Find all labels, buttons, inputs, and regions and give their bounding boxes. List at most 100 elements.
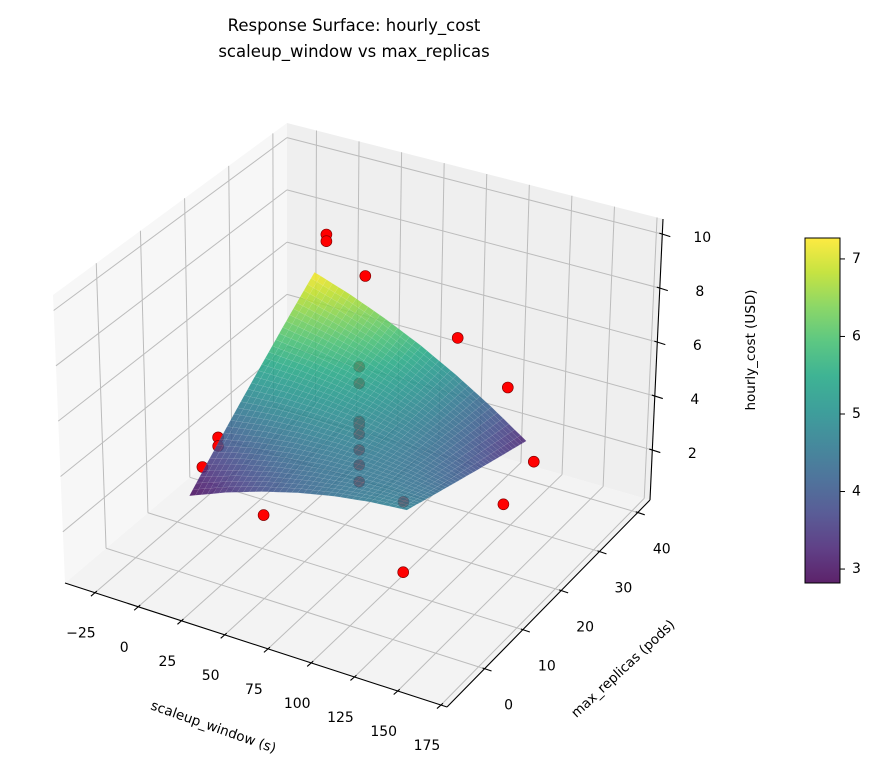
x-tick-label: 150 [370, 724, 397, 740]
x-axis-label: scaleup_window (s) [149, 698, 279, 757]
gridline-z-back [286, 189, 660, 289]
gridline-y-floor [105, 547, 485, 670]
y-tick-label: 0 [504, 698, 513, 714]
x-tick-mark [220, 632, 228, 639]
x-tick-mark [263, 646, 271, 653]
x-tick-label: 125 [327, 710, 354, 726]
x-tick-label: 50 [202, 668, 220, 684]
gridline-z-back [286, 241, 658, 343]
data-point [359, 270, 372, 282]
z-tick-mark [656, 286, 668, 292]
gridline-y-floor [189, 476, 562, 592]
x-tick-mark [177, 618, 184, 625]
data-point [397, 566, 410, 579]
y-tick-mark [558, 589, 569, 594]
x-tick-mark [133, 604, 141, 611]
gridline-y-left [95, 263, 107, 549]
x-tick-mark [306, 660, 314, 667]
x-tick-label: 25 [159, 654, 177, 670]
left-pane [53, 123, 287, 583]
z-tick-label: 2 [688, 446, 697, 462]
surface-patch [413, 498, 424, 503]
gridline-x-back [643, 217, 658, 499]
y-tick-mark [635, 511, 645, 516]
colorbar-gradient [805, 238, 840, 583]
axis-lines [64, 218, 671, 709]
z-axis-line [649, 218, 664, 501]
colorbar-tick-label: 4 [852, 484, 861, 500]
surface-patch [423, 492, 434, 498]
x-tick-mark [90, 590, 98, 597]
gridline-z-left [60, 294, 288, 477]
x-tick-label: 0 [120, 640, 129, 656]
gridline-y-left [184, 198, 191, 478]
tick-labels: −25 0 25 50 75 100 125 150 175 0 10 20 30 40 2 4 6 8 10 [66, 230, 711, 754]
surface-patch [473, 461, 484, 469]
surface-patch [490, 451, 501, 459]
colorbar-frame [804, 237, 841, 584]
data-point [451, 332, 464, 344]
data-point [497, 498, 510, 511]
x-tick-mark [350, 674, 357, 681]
z-axis-label: hourly_cost (USD) [743, 289, 759, 410]
z-tick-label: 10 [693, 230, 711, 246]
gridline-z-back [286, 137, 663, 235]
surface-patch [403, 504, 415, 509]
gridline-x-back [561, 195, 573, 475]
z-tick-mark [654, 340, 666, 346]
chart-title: Response Surface: hourly_cost [228, 16, 481, 36]
colorbar-tick-label: 5 [852, 406, 861, 422]
x-tick-label: 175 [414, 738, 441, 754]
gridline-x-back [602, 206, 615, 487]
surface-mesh [189, 271, 527, 511]
y-axis-line [446, 499, 651, 708]
gridline-y-left [228, 165, 233, 442]
x-tick-mark [393, 688, 401, 695]
z-tick-mark [659, 232, 671, 238]
data-point [320, 235, 333, 247]
x-axis-line [64, 582, 448, 708]
x-tick-label: 100 [284, 696, 311, 712]
colorbar-tick-label: 3 [852, 561, 861, 577]
data-point [527, 455, 540, 468]
y-tick-mark [482, 667, 492, 672]
chart-subtitle: scaleup_window vs max_replicas [218, 42, 489, 62]
gridline-x-floor [310, 462, 522, 664]
y-tick-label: 10 [538, 659, 556, 675]
surface-patch [450, 476, 461, 482]
gridline-x-floor [397, 486, 604, 692]
z-tick-label: 4 [690, 392, 699, 408]
surface-patch [406, 502, 418, 507]
gridline-x-floor [440, 497, 645, 706]
colorbar-ticks: 3 4 5 6 7 [840, 251, 861, 577]
z-tick-label: 8 [695, 284, 704, 300]
surface-patch [400, 506, 411, 511]
z-tick-mark [649, 448, 661, 454]
gridline-z-left [62, 346, 288, 533]
z-tick-label: 6 [693, 338, 702, 354]
colorbar: 3 4 5 6 7 [804, 237, 861, 584]
y-tick-label: 30 [615, 581, 633, 597]
data-point [501, 381, 514, 394]
gridline-y-floor [147, 512, 523, 631]
surface-patch [470, 463, 481, 471]
y-tick-label: 40 [653, 541, 671, 557]
gridline-y-left [139, 230, 149, 513]
gridline-z-left [53, 137, 288, 311]
y-tick-label: 20 [576, 620, 594, 636]
gridline-x-back [520, 184, 530, 463]
colorbar-tick-label: 6 [852, 328, 861, 344]
x-tick-mark [436, 702, 444, 709]
x-tick-label: 75 [245, 682, 263, 698]
y-tick-mark [597, 550, 607, 555]
gridline-z-left [55, 189, 288, 367]
y-tick-mark [520, 628, 531, 633]
data-point [257, 509, 270, 521]
surface-patch [430, 488, 441, 494]
z-tick-mark [651, 394, 663, 400]
surface-patch [506, 441, 517, 450]
gridline-z-left [57, 241, 288, 422]
surface-patch [453, 474, 464, 481]
colorbar-tick-label: 7 [852, 251, 861, 267]
